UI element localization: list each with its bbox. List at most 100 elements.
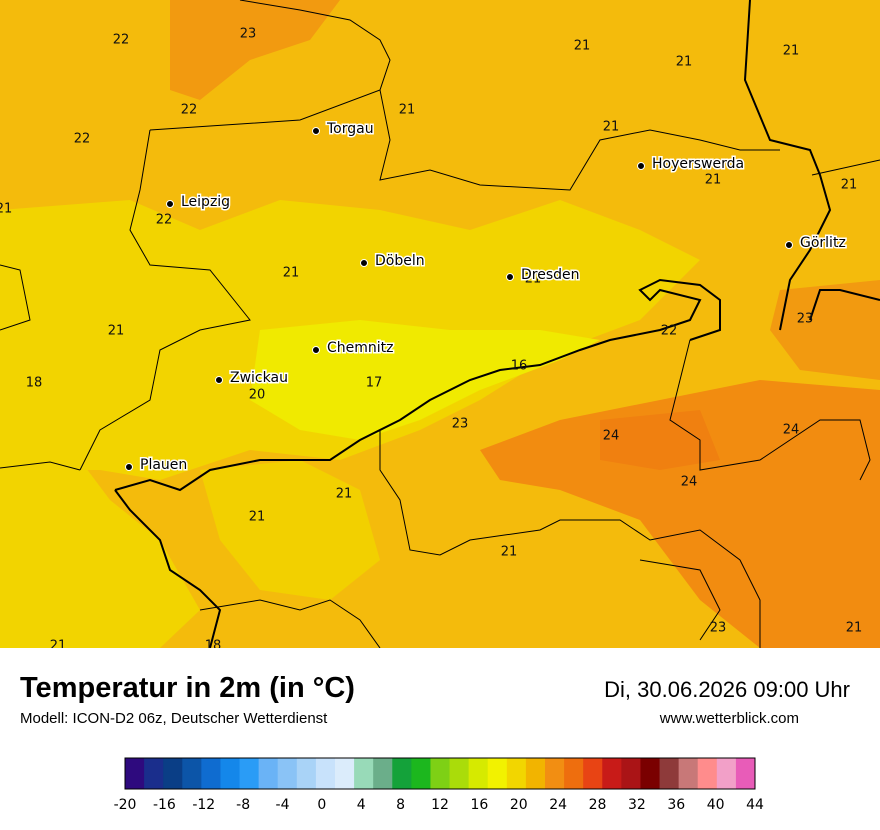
color-swatch xyxy=(163,758,183,789)
city-label: Chemnitz xyxy=(327,340,394,356)
city-label: Zwickau xyxy=(230,370,288,386)
color-swatch xyxy=(449,758,470,789)
temperature-label: 22 xyxy=(181,103,198,118)
color-swatch xyxy=(201,758,221,789)
city-dot xyxy=(166,200,174,208)
temperature-label: 23 xyxy=(710,621,727,636)
title: Temperatur in 2m (in °C) xyxy=(20,672,355,704)
colorbar-tick-label: 12 xyxy=(431,797,449,813)
temperature-label: 24 xyxy=(783,423,800,438)
color-swatch xyxy=(125,758,145,789)
color-swatch xyxy=(392,758,412,789)
temperature-label: 22 xyxy=(74,132,91,147)
color-swatch xyxy=(678,758,699,789)
temperature-label: 22 xyxy=(156,213,173,228)
color-swatch xyxy=(506,758,527,789)
color-swatch xyxy=(335,758,355,789)
colorbar-frame xyxy=(124,757,756,790)
color-swatch xyxy=(239,758,260,789)
color-swatch xyxy=(354,758,374,789)
borders xyxy=(0,0,880,648)
temperature-label: 23 xyxy=(797,312,814,327)
temperature-label: 18 xyxy=(205,639,222,649)
subtitle: Modell: ICON-D2 06z, Deutscher Wetterdie… xyxy=(20,710,328,727)
temperature-label: 21 xyxy=(0,202,12,217)
map: 22 23 21 21 21 22 21 22 21 21 21 21 22 21 21 23 22 21 16 18… xyxy=(0,0,880,648)
color-swatch xyxy=(735,758,756,789)
city-dot xyxy=(506,273,514,281)
city-label: Plauen xyxy=(140,457,187,473)
color-swatch xyxy=(411,758,431,789)
color-swatch xyxy=(182,758,202,789)
color-swatch xyxy=(144,758,164,789)
temperature-label: 21 xyxy=(783,44,800,59)
city-dot xyxy=(215,376,223,384)
temperature-label: 21 xyxy=(336,487,353,502)
city-dot xyxy=(125,463,133,471)
color-swatch xyxy=(296,758,317,789)
temperature-label: 21 xyxy=(705,173,722,188)
temperature-label: 21 xyxy=(676,55,693,70)
color-swatch xyxy=(487,758,508,789)
temperature-label: 21 xyxy=(249,510,266,525)
color-swatch xyxy=(373,758,393,789)
city-dot xyxy=(312,346,320,354)
temperature-label: 21 xyxy=(603,120,620,135)
color-swatch xyxy=(716,758,737,789)
color-swatch xyxy=(315,758,336,789)
color-swatch xyxy=(621,758,641,789)
colorbar-tick-label: -8 xyxy=(236,797,250,813)
colorbar-tick-label: 0 xyxy=(317,797,326,813)
city-dot xyxy=(637,162,645,170)
colorbar-tick-label: 32 xyxy=(628,797,646,813)
city-label: Hoyerswerda xyxy=(652,156,744,172)
website: www.wetterblick.com xyxy=(659,710,799,727)
colorbar-tick-label: 28 xyxy=(589,797,607,813)
temperature-label: 23 xyxy=(240,27,257,42)
colorbar: -20 -16 -12 -8 -4 0 4 8 12 16 20 24 28 32 36 40 44 xyxy=(114,757,764,813)
colorbar-tick-label: -4 xyxy=(276,797,290,813)
temperature-fields xyxy=(0,0,880,648)
colorbar-tick-label: 24 xyxy=(549,797,567,813)
temperature-label: 24 xyxy=(603,429,620,444)
colorbar-tick-label: 16 xyxy=(470,797,488,813)
color-swatch xyxy=(277,758,298,789)
city-label: Görlitz xyxy=(800,235,846,251)
datetime: Di, 30.06.2026 09:00 Uhr xyxy=(604,677,850,702)
colorbar-tick-label: 4 xyxy=(357,797,366,813)
colorbar-tick-label: -16 xyxy=(153,797,176,813)
temperature-label: 21 xyxy=(841,178,858,193)
temperature-label: 23 xyxy=(452,417,469,432)
color-swatch xyxy=(468,758,489,789)
colorbar-tick-label: 40 xyxy=(707,797,725,813)
temperature-label: 24 xyxy=(681,475,698,490)
temperature-label: 21 xyxy=(574,39,591,54)
city-label: Dresden xyxy=(521,267,580,283)
color-swatch xyxy=(659,758,680,789)
colorbar-tick-label: 36 xyxy=(667,797,685,813)
color-swatch xyxy=(602,758,622,789)
colorbar-tick-label: -12 xyxy=(192,797,215,813)
temperature-label: 17 xyxy=(366,376,383,391)
color-swatch xyxy=(258,758,279,789)
color-swatch xyxy=(525,758,546,789)
color-swatch xyxy=(220,758,241,789)
city-dot xyxy=(360,259,368,267)
temperature-label: 21 xyxy=(846,621,863,636)
temperature-label: 21 xyxy=(108,324,125,339)
temperature-label: 22 xyxy=(661,324,678,339)
color-swatch xyxy=(430,758,451,789)
city-dot xyxy=(785,241,793,249)
colorbar-tick-label: 8 xyxy=(396,797,405,813)
color-swatch xyxy=(545,758,565,789)
temperature-label: 18 xyxy=(26,376,43,391)
color-swatch xyxy=(640,758,661,789)
temperature-label: 21 xyxy=(501,545,518,560)
temperature-label: 21 xyxy=(50,639,67,649)
color-swatch xyxy=(697,758,718,789)
city-label: Torgau xyxy=(326,121,374,137)
temperature-label: 21 xyxy=(525,272,542,287)
city-label: Döbeln xyxy=(375,253,425,269)
city-dot xyxy=(312,127,320,135)
colorbar-tick-label: 20 xyxy=(510,797,528,813)
